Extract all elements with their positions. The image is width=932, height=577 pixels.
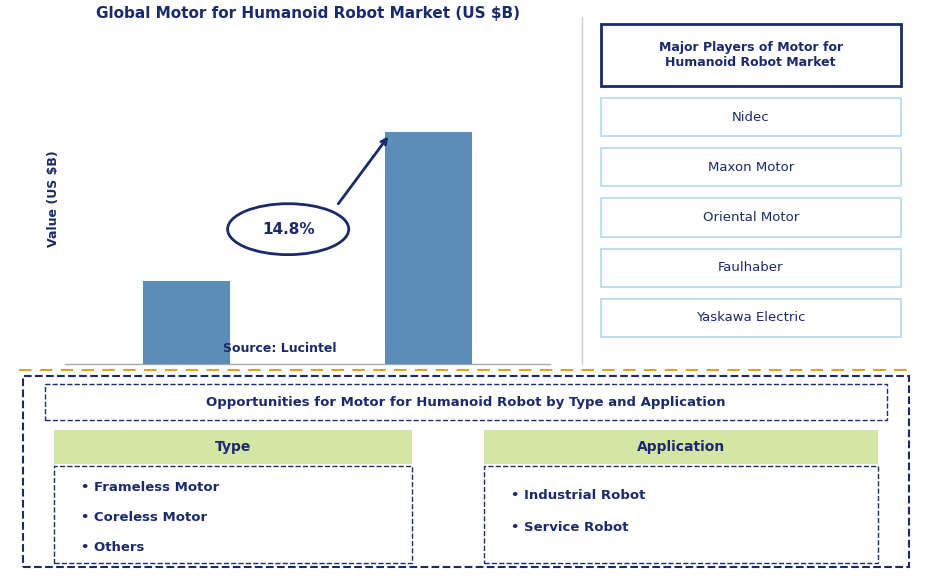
Text: Nidec: Nidec — [732, 111, 770, 123]
Text: Type: Type — [215, 440, 252, 454]
Text: Oriental Motor: Oriental Motor — [703, 211, 799, 224]
Bar — [385, 132, 473, 364]
Text: Major Players of Motor for
Humanoid Robot Market: Major Players of Motor for Humanoid Robo… — [659, 41, 843, 69]
Text: Faulhaber: Faulhaber — [718, 261, 784, 274]
Text: Yaskawa Electric: Yaskawa Electric — [696, 312, 805, 324]
Text: Source: Lucintel: Source: Lucintel — [223, 342, 336, 355]
FancyBboxPatch shape — [54, 430, 412, 464]
FancyBboxPatch shape — [601, 299, 900, 337]
FancyBboxPatch shape — [54, 466, 412, 563]
FancyBboxPatch shape — [46, 384, 886, 420]
Text: • Industrial Robot: • Industrial Robot — [511, 489, 645, 502]
FancyBboxPatch shape — [484, 430, 878, 464]
Y-axis label: Value (US $B): Value (US $B) — [47, 151, 60, 248]
Text: Application: Application — [637, 440, 725, 454]
FancyBboxPatch shape — [601, 198, 900, 237]
Text: • Others: • Others — [81, 541, 144, 554]
Text: • Coreless Motor: • Coreless Motor — [81, 511, 208, 524]
Title: Global Motor for Humanoid Robot Market (US $B): Global Motor for Humanoid Robot Market (… — [96, 6, 519, 21]
Bar — [143, 281, 230, 364]
FancyBboxPatch shape — [601, 148, 900, 186]
Text: Opportunities for Motor for Humanoid Robot by Type and Application: Opportunities for Motor for Humanoid Rob… — [206, 395, 726, 409]
FancyBboxPatch shape — [601, 98, 900, 136]
FancyBboxPatch shape — [601, 249, 900, 287]
Text: Maxon Motor: Maxon Motor — [707, 161, 794, 174]
FancyBboxPatch shape — [23, 376, 909, 567]
FancyBboxPatch shape — [484, 466, 878, 563]
Text: • Service Robot: • Service Robot — [511, 521, 628, 534]
Text: • Frameless Motor: • Frameless Motor — [81, 481, 220, 494]
Text: 14.8%: 14.8% — [262, 222, 314, 237]
FancyBboxPatch shape — [601, 24, 900, 86]
